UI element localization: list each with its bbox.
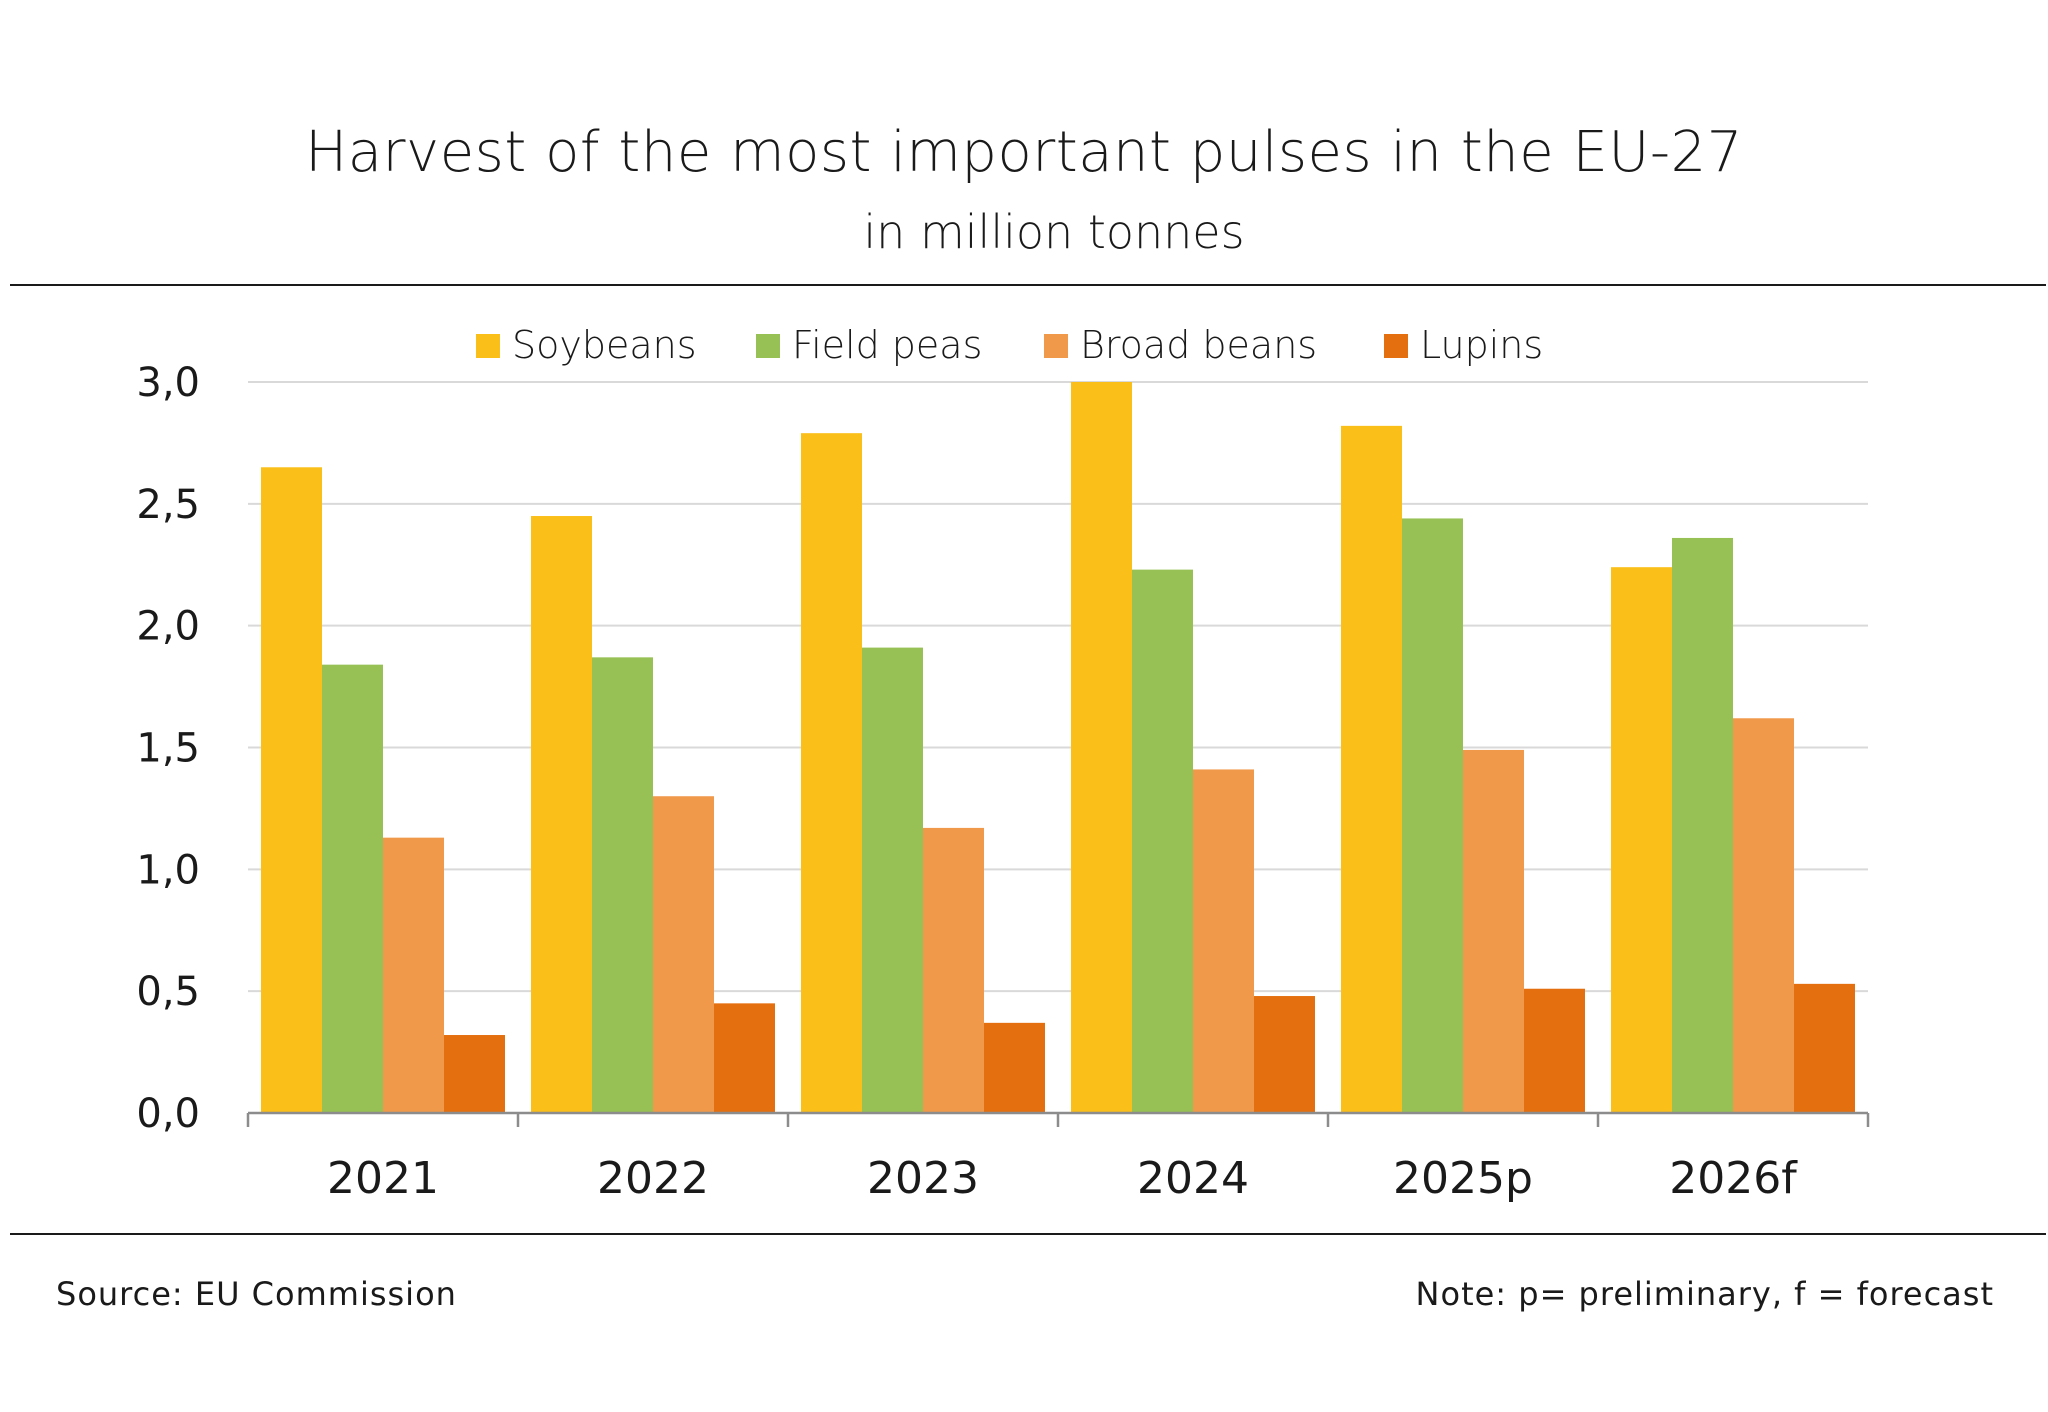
bar-lupins-2024 — [1254, 996, 1315, 1113]
bar-lupins-2026f — [1794, 983, 1855, 1113]
source-note: Source: EU Commission — [56, 1275, 457, 1313]
bar-lupins-2023 — [984, 1022, 1045, 1113]
top-divider — [10, 284, 2046, 286]
x-tick-label: 2025p — [1393, 1153, 1533, 1204]
legend-swatch-soybeans — [476, 334, 500, 358]
bar-soybeans-2026f — [1611, 567, 1672, 1113]
y-tick-label: 1,5 — [136, 726, 200, 772]
bar-soybeans-2023 — [801, 433, 862, 1113]
legend-label-soybeans: Soybeans — [512, 323, 697, 367]
bar-field-peas-2022 — [592, 657, 653, 1113]
bar-broad-beans-2026f — [1733, 718, 1794, 1113]
bar-soybeans-2022 — [531, 516, 592, 1113]
chart-title: Harvest of the most important pulses in … — [305, 120, 1743, 185]
bar-broad-beans-2023 — [923, 827, 984, 1113]
gridlines — [248, 381, 1868, 993]
bar-broad-beans-2024 — [1193, 769, 1254, 1113]
bar-broad-beans-2025p — [1463, 749, 1524, 1113]
y-tick-label: 0,0 — [136, 1091, 200, 1137]
bar-broad-beans-2021 — [383, 837, 444, 1113]
x-tick-label: 2023 — [867, 1153, 979, 1204]
bar-field-peas-2026f — [1672, 537, 1733, 1113]
legend-swatch-field-peas — [756, 334, 780, 358]
axes — [246, 1111, 1870, 1127]
x-tick-labels: 2021 2022 2023 2024 2025p 2026f — [327, 1153, 1798, 1204]
bar-broad-beans-2022 — [653, 796, 714, 1113]
footnote: Note: p= preliminary, f = forecast — [1415, 1275, 1994, 1313]
legend: Soybeans Field peas Broad beans Lupins — [476, 323, 1543, 367]
y-tick-label: 2,0 — [136, 604, 200, 650]
y-tick-label: 3,0 — [136, 360, 200, 406]
bar-field-peas-2023 — [862, 647, 923, 1113]
bar-lupins-2022 — [714, 1003, 775, 1113]
bar-soybeans-2021 — [261, 467, 322, 1113]
y-tick-label: 2,5 — [136, 482, 200, 528]
bottom-divider — [10, 1233, 2046, 1235]
legend-label-field-peas: Field peas — [792, 323, 982, 367]
legend-swatch-broad-beans — [1044, 334, 1068, 358]
x-tick-label: 2024 — [1137, 1153, 1249, 1204]
bars — [261, 382, 1855, 1113]
y-tick-labels: 0,0 0,5 1,0 1,5 2,0 2,5 3,0 — [136, 360, 200, 1137]
bar-field-peas-2021 — [322, 664, 383, 1113]
bar-soybeans-2024 — [1071, 382, 1132, 1113]
bar-field-peas-2024 — [1132, 569, 1193, 1113]
legend-label-broad-beans: Broad beans — [1080, 323, 1317, 367]
x-tick-label: 2026f — [1669, 1153, 1798, 1204]
bar-lupins-2021 — [444, 1035, 505, 1113]
y-tick-label: 1,0 — [136, 847, 200, 893]
legend-swatch-lupins — [1384, 334, 1408, 358]
x-tick-label: 2022 — [597, 1153, 709, 1204]
bar-soybeans-2025p — [1341, 425, 1402, 1113]
bar-chart: 0,00,51,01,52,02,53,0 2021 2022 2023 2024 20… — [136, 323, 1870, 1204]
x-tick-label: 2021 — [327, 1153, 439, 1204]
chart-subtitle: in million tonnes — [863, 205, 1245, 259]
bar-lupins-2025p — [1524, 988, 1585, 1113]
bar-field-peas-2025p — [1402, 518, 1463, 1113]
legend-label-lupins: Lupins — [1420, 323, 1543, 367]
y-tick-label: 0,5 — [136, 969, 200, 1015]
